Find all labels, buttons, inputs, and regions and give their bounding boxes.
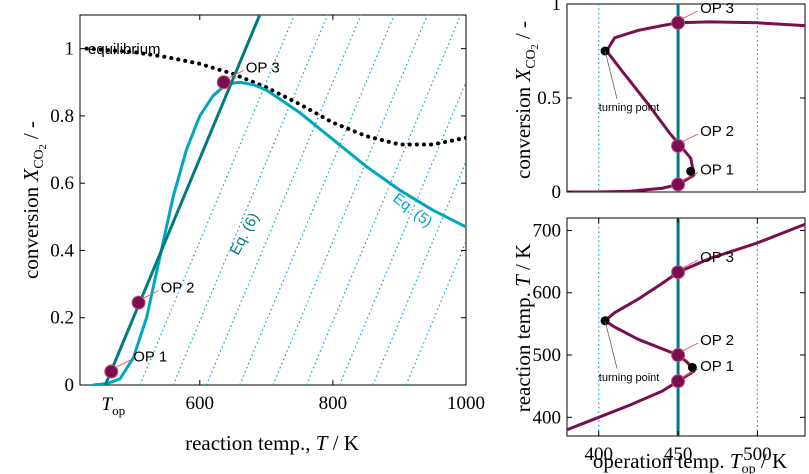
energy-balance-line xyxy=(205,15,362,385)
energy-balance-line xyxy=(305,15,462,385)
top-right-op-leader xyxy=(681,10,699,20)
main-op-label: OP 3 xyxy=(246,59,280,76)
top-right-plot-area xyxy=(567,4,805,192)
bottom-right-xtick-label: 400 xyxy=(584,444,613,465)
bottom-right-ytick-label: 400 xyxy=(533,407,562,428)
energy-balance-line xyxy=(239,15,395,385)
bottom-right-plot xyxy=(566,217,806,437)
top-right-op-point xyxy=(671,138,686,153)
top-right-plot-frame xyxy=(566,3,806,193)
main-ylabel: conversion XCO2 / - xyxy=(19,121,49,279)
bottom-right-plot-area xyxy=(567,218,805,436)
br-xlabel: operation temp. Top / K xyxy=(593,449,787,474)
bottom-right-op-leader xyxy=(681,259,699,269)
energy-balance-line xyxy=(272,15,428,385)
bottom-right-op-point xyxy=(671,348,686,363)
top-right-op-label: OP 2 xyxy=(700,123,734,140)
bottom-right-xtick-label: 500 xyxy=(743,444,772,465)
top-right-content: 0 0.5 1 OP 1 OP 2 OP 3 turning point xyxy=(537,0,805,203)
bottom-right-op-label: OP 2 xyxy=(700,332,734,349)
top-right-ytick-label: 0 xyxy=(552,182,562,203)
main-xtick-label-top: Top xyxy=(102,394,126,418)
main-op-leader xyxy=(115,359,132,368)
top-right-op-leader xyxy=(681,133,699,143)
top-right-turning-point-leader xyxy=(604,50,618,100)
main-op-label: OP 2 xyxy=(161,280,195,297)
main-plot-area xyxy=(84,15,466,385)
bottom-right-turning-point-leader xyxy=(604,320,618,369)
top-right-op-label: OP 3 xyxy=(700,0,734,17)
top-right-op-label: OP 1 xyxy=(700,161,734,178)
top-right-turning-point-label: turning point xyxy=(599,102,660,114)
eq6-label: Eq. (6) xyxy=(227,210,263,258)
bottom-right-content: 400 500 600 700 400 450 500 OP 1 OP 2 OP 3 turning… xyxy=(533,218,805,465)
main-ytick-label: 0.8 xyxy=(50,106,74,127)
main-ytick-label: 0.2 xyxy=(50,308,74,329)
bottom-right-xtick-label: 450 xyxy=(664,444,693,465)
bottom-right-op-label: OP 3 xyxy=(700,249,734,266)
top-right-turning-point xyxy=(686,166,696,176)
top-right-ytick-label: 1 xyxy=(552,0,562,15)
bottom-right-op-point xyxy=(671,265,686,280)
bottom-right-turning-point xyxy=(687,362,697,372)
bottom-right-ytick-label: 500 xyxy=(533,345,562,366)
main-op-leader xyxy=(227,69,244,79)
main-op-point xyxy=(216,75,231,90)
br-ylabel: reaction temp. T / K xyxy=(511,244,535,413)
bottom-right-curve xyxy=(567,222,805,432)
main-op-point xyxy=(131,295,146,310)
main-op-label: OP 1 xyxy=(133,349,167,366)
main-xtick-label: 800 xyxy=(319,393,348,414)
main-ytick-label: 0.6 xyxy=(50,173,74,194)
top-right-ytick-label: 0.5 xyxy=(537,88,561,109)
main-ytick-label: 0.4 xyxy=(50,240,74,261)
bottom-right-op-point xyxy=(671,374,686,389)
energy-balance-line xyxy=(139,15,295,385)
main-op-leader xyxy=(142,290,159,300)
series-eq-5 xyxy=(91,80,466,385)
main-xtick-label: 1000 xyxy=(447,393,485,414)
main-content: 0 0.2 0.4 0.6 0.8 1 600 800 1000 Top OP 1 OP 2 OP 3 xyxy=(50,15,485,418)
main-ytick-label: 1 xyxy=(65,39,75,60)
series-eq-6 xyxy=(103,15,262,385)
bottom-right-ytick-label: 700 xyxy=(533,220,562,241)
main-ytick-label: 0 xyxy=(65,375,75,396)
top-right-op-leader xyxy=(681,172,699,181)
bottom-right-turning-point-label: turning point xyxy=(599,372,660,384)
bottom-right-op-leader xyxy=(681,342,699,352)
top-right-plot xyxy=(566,3,806,193)
energy-balance-line xyxy=(172,15,329,385)
bottom-right-op-label: OP 1 xyxy=(700,358,734,375)
top-right-op-point xyxy=(671,177,686,192)
bottom-right-ytick-label: 600 xyxy=(533,283,562,304)
energy-balance-line xyxy=(405,239,466,385)
main-xlabel: reaction temp., T / K xyxy=(185,431,359,455)
main-xtick-label: 600 xyxy=(186,393,215,414)
bottom-right-plot-frame xyxy=(566,217,806,437)
main-op-point xyxy=(104,364,119,379)
top-right-op-point xyxy=(671,15,686,30)
